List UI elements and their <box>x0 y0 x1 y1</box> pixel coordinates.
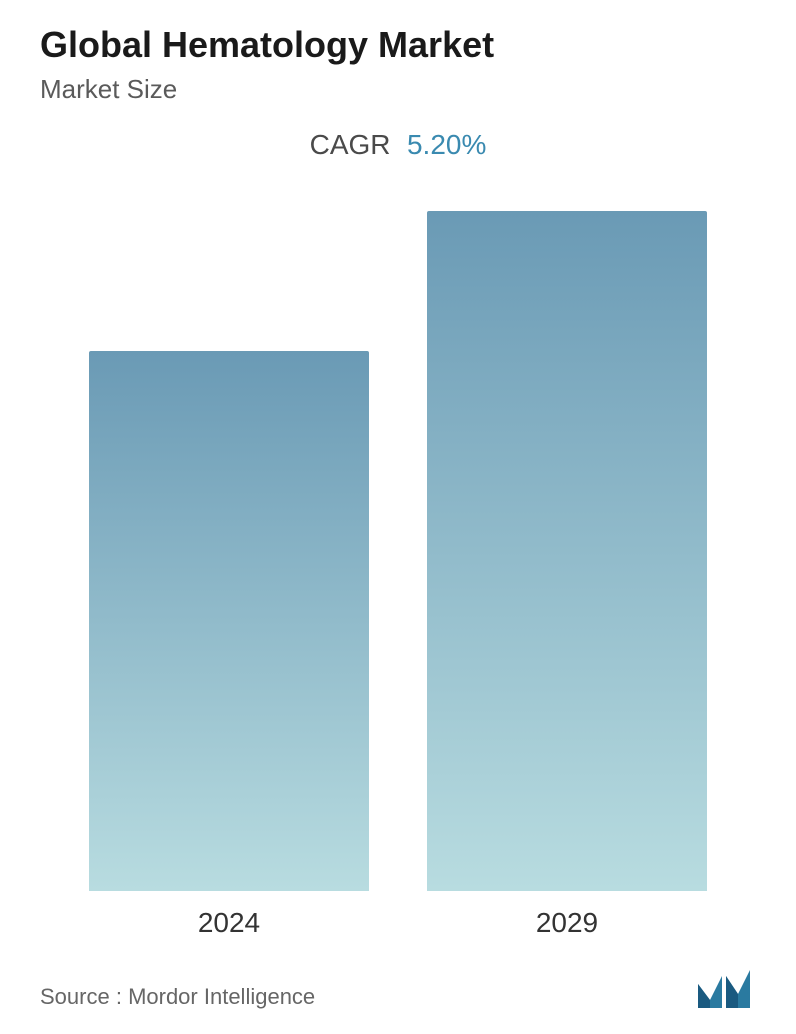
mordor-logo-icon <box>696 966 756 1010</box>
source-name: Mordor Intelligence <box>128 984 315 1009</box>
cagr-row: CAGR 5.20% <box>40 129 756 161</box>
x-label-0: 2024 <box>89 907 369 939</box>
bar-1 <box>427 211 707 891</box>
bar-chart <box>40 211 756 891</box>
chart-footer: Source : Mordor Intelligence <box>40 966 756 1010</box>
cagr-label: CAGR <box>310 129 391 160</box>
bar-group-1 <box>427 211 707 891</box>
source-attribution: Source : Mordor Intelligence <box>40 984 315 1010</box>
cagr-value: 5.20% <box>407 129 486 160</box>
chart-title: Global Hematology Market <box>40 24 756 66</box>
chart-subtitle: Market Size <box>40 74 756 105</box>
x-label-1: 2029 <box>427 907 707 939</box>
x-axis-labels: 2024 2029 <box>40 907 756 939</box>
bar-0 <box>89 351 369 891</box>
source-label: Source : <box>40 984 122 1009</box>
bar-group-0 <box>89 351 369 891</box>
